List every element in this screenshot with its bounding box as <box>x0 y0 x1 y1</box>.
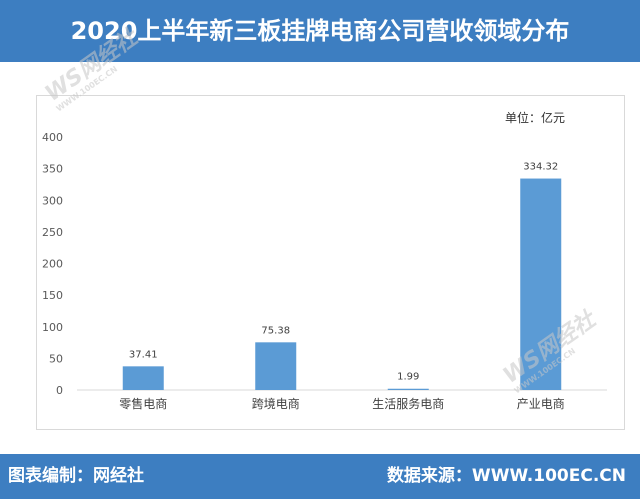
chart-title: 2020上半年新三板挂牌电商公司营收领域分布 <box>70 17 570 45</box>
y-tick-label: 100 <box>42 321 63 334</box>
x-tick-label: 零售电商 <box>119 396 167 411</box>
data-label: 334.32 <box>523 162 558 173</box>
header-banner: 2020上半年新三板挂牌电商公司营收领域分布 <box>0 0 640 62</box>
footer-credit: 图表编制：网经社 <box>8 466 144 486</box>
bar <box>387 388 429 390</box>
x-tick-label: 生活服务电商 <box>372 396 444 411</box>
bar <box>255 342 297 390</box>
y-tick-label: 250 <box>42 226 63 239</box>
bar <box>122 366 164 390</box>
y-tick-label: 350 <box>42 163 63 176</box>
y-tick-label: 50 <box>49 352 63 365</box>
bar <box>520 178 562 390</box>
footer-banner: 图表编制：网经社 数据来源：WWW.100EC.CN <box>0 454 640 499</box>
unit-label: 单位：亿元 <box>505 110 565 125</box>
y-tick-label: 300 <box>42 194 63 207</box>
y-tick-label: 150 <box>42 289 63 302</box>
y-tick-label: 200 <box>42 258 63 271</box>
data-label: 75.38 <box>261 325 290 336</box>
y-tick-label: 400 <box>42 131 63 144</box>
data-label: 37.41 <box>129 349 158 360</box>
x-tick-label: 产业电商 <box>517 396 565 411</box>
footer-source: 数据来源：WWW.100EC.CN <box>386 466 626 486</box>
x-tick-label: 跨境电商 <box>252 396 300 411</box>
chart-frame: 单位：亿元 0 50 100 150 200 250 300 350 400 37.41 零售电商 7… <box>36 95 625 430</box>
bar-chart: 单位：亿元 0 50 100 150 200 250 300 350 400 37.41 零售电商 7… <box>42 110 607 411</box>
y-tick-label: 0 <box>56 384 63 397</box>
data-label: 1.99 <box>397 372 419 383</box>
